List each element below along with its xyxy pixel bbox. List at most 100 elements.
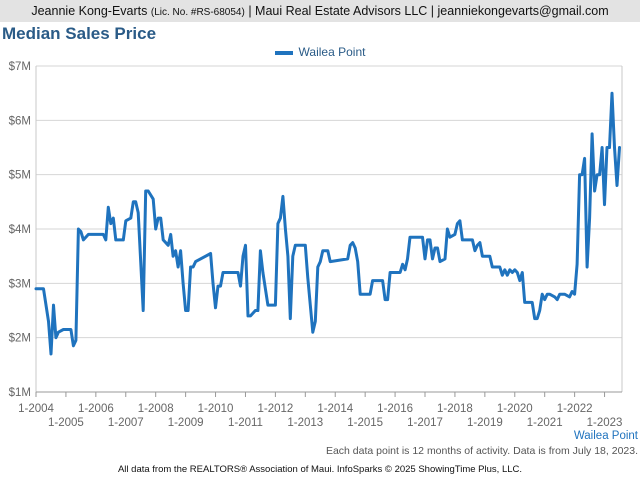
data-point[interactable] — [123, 218, 128, 223]
data-point[interactable] — [517, 278, 522, 283]
data-point[interactable] — [41, 286, 46, 291]
data-point[interactable] — [480, 254, 485, 259]
data-point[interactable] — [355, 259, 360, 264]
data-point[interactable] — [303, 243, 308, 248]
data-point[interactable] — [275, 221, 280, 226]
data-point[interactable] — [288, 316, 293, 321]
data-point[interactable] — [505, 273, 510, 278]
data-point[interactable] — [153, 227, 158, 232]
data-point[interactable] — [278, 216, 283, 221]
data-point[interactable] — [447, 235, 452, 240]
data-point[interactable] — [151, 197, 156, 202]
data-point[interactable] — [320, 248, 325, 253]
data-point[interactable] — [176, 265, 181, 270]
data-point[interactable] — [181, 281, 186, 286]
data-point[interactable] — [128, 216, 133, 221]
data-point[interactable] — [280, 194, 285, 199]
data-point[interactable] — [310, 330, 315, 335]
data-point[interactable] — [53, 335, 58, 340]
data-point[interactable] — [313, 319, 318, 324]
data-point[interactable] — [78, 229, 83, 234]
data-point[interactable] — [443, 256, 448, 261]
data-point[interactable] — [350, 240, 355, 245]
data-point[interactable] — [61, 327, 66, 332]
data-point[interactable] — [46, 319, 51, 324]
data-point[interactable] — [497, 265, 502, 270]
data-point[interactable] — [600, 145, 605, 150]
data-point[interactable] — [318, 259, 323, 264]
data-point[interactable] — [345, 256, 350, 261]
data-point[interactable] — [166, 243, 171, 248]
data-point[interactable] — [540, 292, 545, 297]
data-point[interactable] — [580, 172, 585, 177]
data-point[interactable] — [542, 297, 547, 302]
data-point[interactable] — [615, 183, 620, 188]
data-point[interactable] — [258, 248, 263, 253]
data-point[interactable] — [370, 278, 375, 283]
data-point[interactable] — [285, 254, 290, 259]
data-point[interactable] — [555, 297, 560, 302]
data-point[interactable] — [405, 256, 410, 261]
data-point[interactable] — [388, 270, 393, 275]
data-point[interactable] — [221, 270, 226, 275]
data-point[interactable] — [587, 216, 592, 221]
data-point[interactable] — [530, 300, 535, 305]
data-point[interactable] — [592, 189, 597, 194]
data-point[interactable] — [283, 227, 288, 232]
data-point[interactable] — [193, 259, 198, 264]
data-point[interactable] — [398, 270, 403, 275]
data-point[interactable] — [380, 278, 385, 283]
data-point[interactable] — [86, 232, 91, 237]
data-point[interactable] — [103, 237, 108, 242]
series-line-wailea-point[interactable] — [34, 91, 621, 356]
data-point[interactable] — [161, 237, 166, 242]
data-point[interactable] — [400, 262, 405, 267]
data-point[interactable] — [490, 265, 495, 270]
data-point[interactable] — [238, 284, 243, 289]
data-point[interactable] — [248, 313, 253, 318]
data-point[interactable] — [243, 243, 248, 248]
data-point[interactable] — [428, 237, 433, 242]
data-point[interactable] — [368, 292, 373, 297]
data-point[interactable] — [537, 308, 542, 313]
data-point[interactable] — [525, 300, 530, 305]
data-point[interactable] — [445, 227, 450, 232]
data-point[interactable] — [435, 246, 440, 251]
data-point[interactable] — [34, 286, 39, 291]
data-point[interactable] — [408, 235, 413, 240]
data-point[interactable] — [51, 303, 56, 308]
data-point[interactable] — [263, 286, 268, 291]
data-point[interactable] — [557, 292, 562, 297]
data-point[interactable] — [358, 292, 363, 297]
data-point[interactable] — [487, 254, 492, 259]
data-point[interactable] — [168, 232, 173, 237]
data-point[interactable] — [68, 327, 73, 332]
data-point[interactable] — [617, 145, 622, 150]
data-point[interactable] — [325, 248, 330, 253]
data-point[interactable] — [567, 294, 572, 299]
data-point[interactable] — [191, 265, 196, 270]
data-point[interactable] — [178, 248, 183, 253]
data-point[interactable] — [423, 256, 428, 261]
data-point[interactable] — [597, 172, 602, 177]
data-point[interactable] — [186, 308, 191, 313]
data-point[interactable] — [575, 262, 580, 267]
data-point[interactable] — [56, 330, 61, 335]
data-point[interactable] — [218, 284, 223, 289]
data-point[interactable] — [582, 156, 587, 161]
data-point[interactable] — [438, 259, 443, 264]
data-point[interactable] — [113, 237, 118, 242]
data-point[interactable] — [136, 210, 141, 215]
data-point[interactable] — [111, 216, 116, 221]
data-point[interactable] — [208, 251, 213, 256]
data-point[interactable] — [295, 243, 300, 248]
data-point[interactable] — [420, 235, 425, 240]
data-point[interactable] — [385, 297, 390, 302]
data-point[interactable] — [213, 305, 218, 310]
data-point[interactable] — [108, 221, 113, 226]
data-point[interactable] — [241, 254, 246, 259]
data-point[interactable] — [171, 254, 176, 259]
data-point[interactable] — [305, 275, 310, 280]
data-point[interactable] — [81, 237, 86, 242]
data-point[interactable] — [590, 131, 595, 136]
